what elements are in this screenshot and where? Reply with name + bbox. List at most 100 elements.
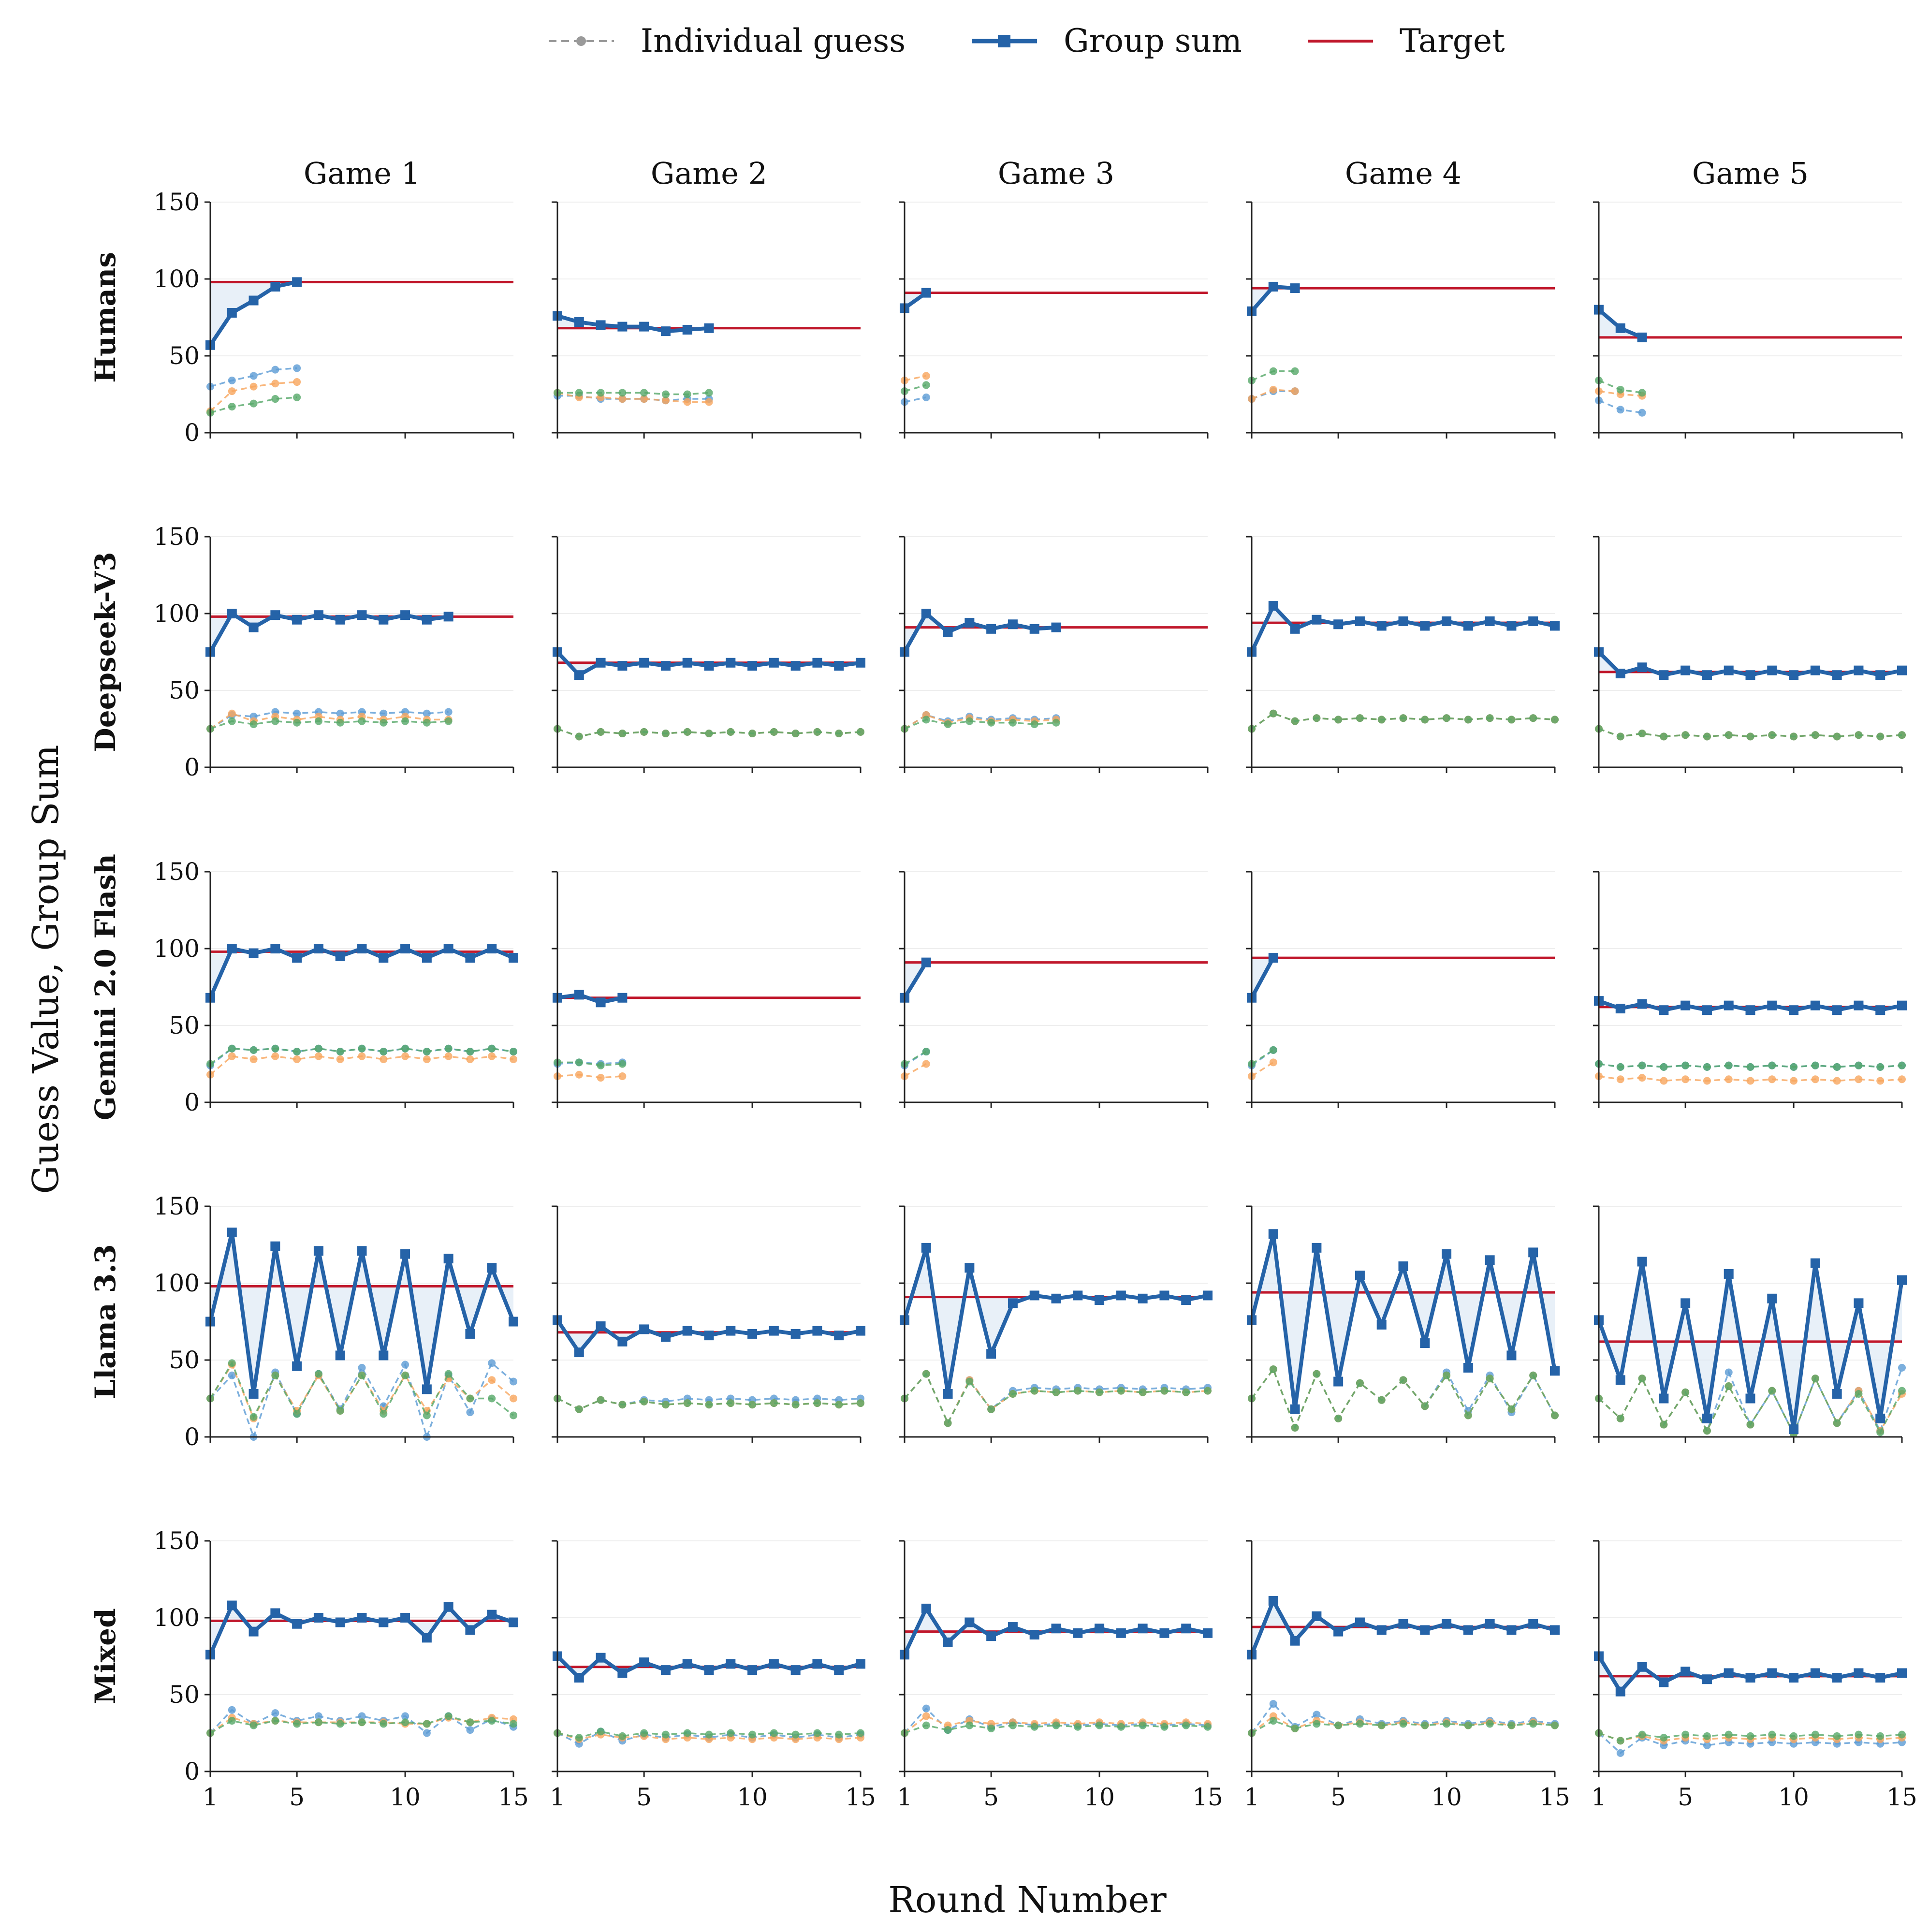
individual-guess-point [1811,1075,1819,1083]
individual-guess-point [510,1055,517,1063]
individual-guess-point [1638,1074,1646,1082]
individual-guess-point [857,1729,864,1737]
individual-guess-point [813,728,821,736]
group-sum-point [1550,621,1560,631]
group-sum-point [443,944,453,953]
individual-guess-point [423,1055,431,1063]
group-sum-point [487,1610,497,1620]
individual-guess-point [1269,1717,1277,1725]
group-sum-point [769,1326,779,1336]
individual-guess-point [1855,731,1863,739]
group-sum-point [227,609,237,618]
group-sum-point [313,1613,323,1623]
group-sum-point [986,1631,996,1641]
individual-guess-point [1421,1721,1429,1729]
individual-guess-point [336,718,344,727]
individual-guess-point [1291,387,1299,395]
individual-guess-point [1313,1370,1321,1378]
group-sum-point [1290,1636,1300,1646]
group-sum-point [1724,1269,1734,1279]
group-sum-point [1333,1626,1344,1637]
individual-guess-point [1529,714,1537,722]
x-tick-label: 15 [1886,1783,1917,1811]
individual-guess-point [1421,1402,1429,1410]
individual-guess-point [1616,732,1624,741]
group-sum-point [509,1317,518,1327]
group-sum-point [248,622,259,632]
individual-guess-point [1551,1411,1559,1420]
group-sum-point [1897,665,1907,675]
individual-guess-point [293,393,301,401]
individual-guess-point [423,1048,431,1056]
group-sum-point [986,624,996,634]
individual-guess-point [1616,1737,1624,1745]
individual-guess-point [1334,716,1343,724]
individual-guess-point [1204,1723,1212,1731]
individual-guess-point [987,718,995,727]
group-sum-point [704,661,714,671]
individual-guess-point [575,1405,583,1413]
group-sum-point [1312,615,1322,625]
group-sum-point [270,1241,280,1251]
group-sum-point [1681,665,1691,675]
individual-guess-point [293,1055,301,1063]
individual-guess-point [835,1730,843,1739]
individual-guess-point [1313,714,1321,722]
individual-guess-point [314,717,322,725]
individual-guess-point [922,1721,930,1729]
group-sum-point [1615,669,1625,679]
individual-guess-point [1313,1711,1321,1719]
group-sum-point [1463,1362,1473,1373]
individual-guess-point [271,1717,279,1725]
individual-guess-point [314,1712,322,1720]
group-sum-point [769,1659,779,1669]
individual-guess-point [228,717,236,725]
deviation-area [1599,309,1642,337]
individual-guess-point [510,1377,517,1386]
individual-guess-point [1833,1732,1841,1740]
group-sum-point [812,1659,822,1669]
group-sum-point [1442,1619,1452,1629]
individual-guess-point [1703,1741,1711,1749]
individual-guess-point [444,1044,453,1053]
deviation-area [1599,1261,1902,1430]
individual-guess-point [1660,1420,1668,1429]
individual-guess-point [987,1405,995,1413]
group-sum-point [1789,670,1799,680]
individual-guess-point [1833,1063,1841,1071]
individual-guess-point [1746,1732,1754,1740]
group-sum-point [1355,1271,1365,1281]
group-sum-point [1029,624,1039,634]
group-sum-point [379,953,389,963]
group-sum-point [1550,1366,1560,1376]
individual-guess-point [1876,1428,1885,1436]
individual-guess-point [1486,714,1494,722]
individual-guess-point [380,1048,388,1056]
row-label: Mixed [89,1608,122,1704]
individual-guess-point [314,1044,322,1053]
group-sum-point [1116,1290,1126,1301]
group-sum-point [509,953,518,963]
individual-guess-point [1443,1720,1451,1728]
panel [899,536,1209,773]
individual-guess-line [1251,1049,1274,1065]
individual-guess-point [835,730,843,738]
individual-guess-point [922,716,930,724]
individual-guess-point [401,1361,409,1369]
individual-guess-point [922,1704,930,1712]
panel: Game 2 [552,156,862,439]
individual-guess-line [1598,728,1902,738]
individual-guess-point [466,1394,474,1403]
group-sum-point [1442,1249,1452,1259]
individual-guess-point [358,717,366,725]
panel: Game 4 [1246,156,1556,439]
individual-guess-point [1269,709,1277,717]
individual-guess-line [210,367,297,388]
group-sum-point [443,1602,453,1612]
group-sum-point [1095,1624,1105,1634]
group-sum-point [1528,1619,1538,1629]
individual-guess-point [922,1370,930,1378]
group-sum-point [227,944,237,953]
group-sum-point [1832,1673,1842,1683]
